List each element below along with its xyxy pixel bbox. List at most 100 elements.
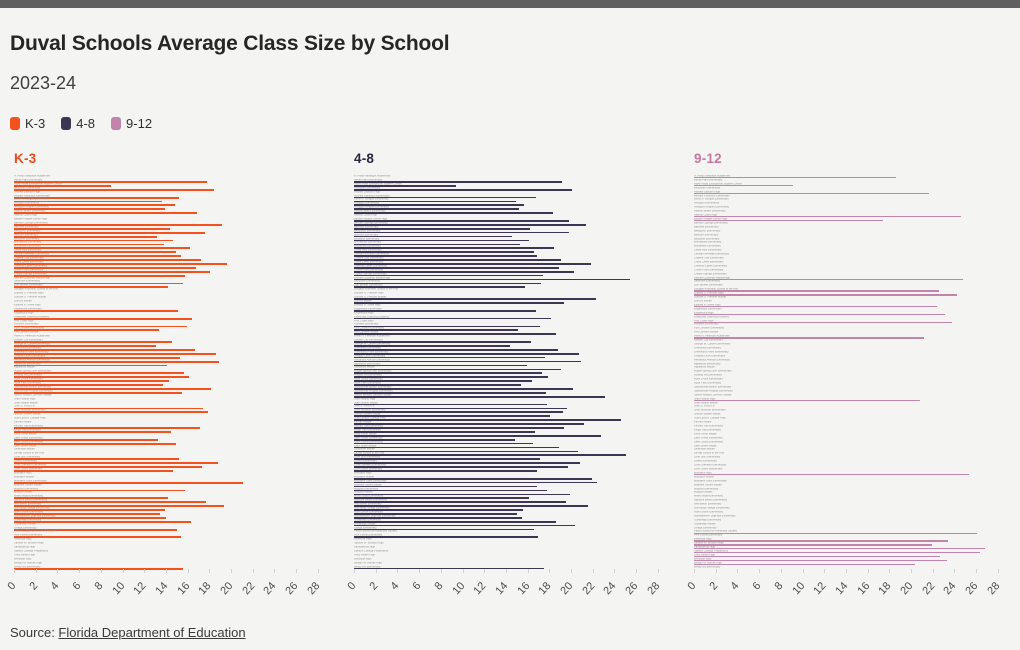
bar-label: A. Philip Randolph Academies <box>14 175 51 178</box>
axis-tick <box>79 569 81 573</box>
top-strip <box>0 0 1020 8</box>
x-axis-g48: 0 2 4 6 8 10 12 14 16 18 20 22 24 26 28 <box>345 569 668 607</box>
bar-row: Mandarin Oaks Elementary <box>354 480 668 484</box>
bar-label-wrap: Garden City Elementary <box>694 339 1008 341</box>
bar <box>354 388 574 390</box>
bar-label: Greenland Pines Elementary <box>694 350 729 353</box>
bar-label-wrap: Riverside High <box>14 538 328 540</box>
bar-label: New Berlin Elementary <box>354 503 382 506</box>
bar-label-wrap: William M. Raines High <box>694 562 1008 564</box>
bar-label-wrap: James Weldon Johnson Middle <box>354 394 668 396</box>
bar-label: Arlington Heights Elementary <box>14 206 49 209</box>
bar-row: Beauclerc Elementary <box>354 230 668 234</box>
bar-label-wrap: Fort Caroline Elementary <box>14 327 328 329</box>
bar-label: Neptune Beach Elementary <box>694 499 728 502</box>
bar-label-wrap: Highlands Elementary <box>354 363 668 365</box>
bar-label: Terry Parker High <box>14 553 36 556</box>
bar-label-wrap: Mandarin Oaks Elementary <box>14 480 328 482</box>
bar-label: James Weldon Johnson Middle <box>354 393 392 396</box>
bar-row: Loretto Elementary <box>14 460 328 465</box>
bar-label-wrap: George W. Carver Elementary <box>354 343 668 345</box>
bar-label-wrap: Hyde Grove Elementary <box>354 378 668 380</box>
axis-tick <box>296 569 298 573</box>
bar-label-wrap: Arlington Heights Elementary <box>694 206 1008 208</box>
bar-row: Oceanway Middle <box>354 523 668 527</box>
bar <box>354 220 569 222</box>
bar-label: Edward H. White High <box>694 303 721 306</box>
bar-row: Kernan Middle <box>14 421 328 425</box>
bar-row: Ortega Elementary <box>14 527 328 531</box>
bar-label: Atlantic Beach Elementary <box>14 210 46 213</box>
bar-row: Lone Star Elementary <box>354 456 668 461</box>
bar-label: Holiday Hill Elementary <box>14 374 42 377</box>
bar <box>354 384 522 386</box>
bar-row: Englewood High <box>14 312 328 316</box>
source-link[interactable]: Florida Department of Education <box>58 625 246 640</box>
bar-label: Mayport Elementary <box>694 487 719 490</box>
bar-label: Pine Forest Elementary <box>694 534 723 537</box>
bar-row: Douglas Anderson School of the Arts <box>694 288 1008 292</box>
bar <box>14 427 200 429</box>
bar-row: Darnell-Cookman Middle/High <box>14 277 328 281</box>
bar-row: Westside High <box>14 558 328 562</box>
bar-row: DuPont Middle <box>14 300 328 304</box>
bar-row: Duncan U. Fletcher High <box>354 292 668 296</box>
bar-label: Mandarin Middle <box>14 475 34 478</box>
bar-label-wrap: Andrew Jackson High <box>694 191 1008 193</box>
bar-label-wrap: Edward H. White High <box>14 304 328 306</box>
bar-label-wrap: Fishweir Elementary <box>14 323 328 325</box>
bar-label: Oceanway Middle <box>14 522 36 525</box>
bar-row: First Coast High <box>694 320 1008 324</box>
axis-tick-label: 4 <box>48 579 62 593</box>
bar-label-wrap: Lake Forest Elementary <box>14 437 328 439</box>
axis-tick <box>187 569 189 573</box>
bar-label: John E. Ford K-8 <box>694 405 715 408</box>
bar <box>14 380 170 383</box>
bar-label: Fort Caroline Elementary <box>694 327 725 330</box>
axis-tick-label: 10 <box>109 579 127 598</box>
bar-row: Joseph Stilwell Middle <box>694 413 1008 417</box>
bar-label: Frank H. Peterson Academies <box>14 335 50 338</box>
bar-label-wrap: Windy Hill Elementary <box>694 566 1008 568</box>
bar-row: Enterprise Learning Academy <box>694 316 1008 320</box>
bar-row: Loretto Elementary <box>694 460 1008 464</box>
bar-row: Mayport Middle <box>14 491 328 495</box>
bar-label-wrap: First Coast High <box>14 320 328 322</box>
bar <box>354 438 515 441</box>
bar <box>354 485 538 488</box>
bar <box>354 505 589 507</box>
bar-row: Matthew Gilbert Middle <box>694 484 1008 488</box>
bar <box>354 407 567 410</box>
bar-label: Louis Sheffield Elementary <box>14 464 47 467</box>
axis-tick-label: 22 <box>240 579 258 598</box>
bar-row: Chaffee Trail Elementary <box>354 257 668 261</box>
bar <box>694 313 945 316</box>
bar <box>354 188 573 191</box>
bar-label: Riverside High <box>14 538 32 541</box>
bar-label: Dinsmore Elementary <box>354 280 380 283</box>
bar-label: Frank H. Peterson Academies <box>694 335 730 338</box>
bar <box>14 356 180 359</box>
bar <box>694 563 916 566</box>
bar-label: Kings Trail Elementary <box>354 428 382 431</box>
axis-tick <box>165 569 167 573</box>
axis-tick <box>802 569 804 573</box>
bar-label-wrap: Bartram Springs Elementary <box>14 222 328 224</box>
axis-tick <box>397 569 399 573</box>
bar-label-wrap: Beauclerc Elementary <box>14 230 328 232</box>
bar-label: Sandalwood High <box>694 546 716 549</box>
axis-tick-label: 10 <box>789 579 807 598</box>
axis-tick-label: 20 <box>898 579 916 598</box>
bar-label-wrap: Stanton College Preparatory <box>14 550 328 552</box>
bar-label: Chaffee Trail Elementary <box>354 257 384 260</box>
axis-tick <box>867 569 869 573</box>
bar-row: Hogan-Spring Glen Elementary <box>354 370 668 375</box>
bar <box>694 220 883 222</box>
bar-row: Jacksonville Beach Elementary <box>14 386 328 390</box>
bar-row: Landmark Middle <box>354 448 668 453</box>
bar-row: Central Riverside Elementary <box>694 253 1008 257</box>
bar-label: Crown Point Elementary <box>14 268 44 271</box>
bar-label: James Weldon Johnson Middle <box>694 393 732 396</box>
bar-label-wrap: Mayport Middle <box>14 491 328 493</box>
bar <box>354 247 554 250</box>
